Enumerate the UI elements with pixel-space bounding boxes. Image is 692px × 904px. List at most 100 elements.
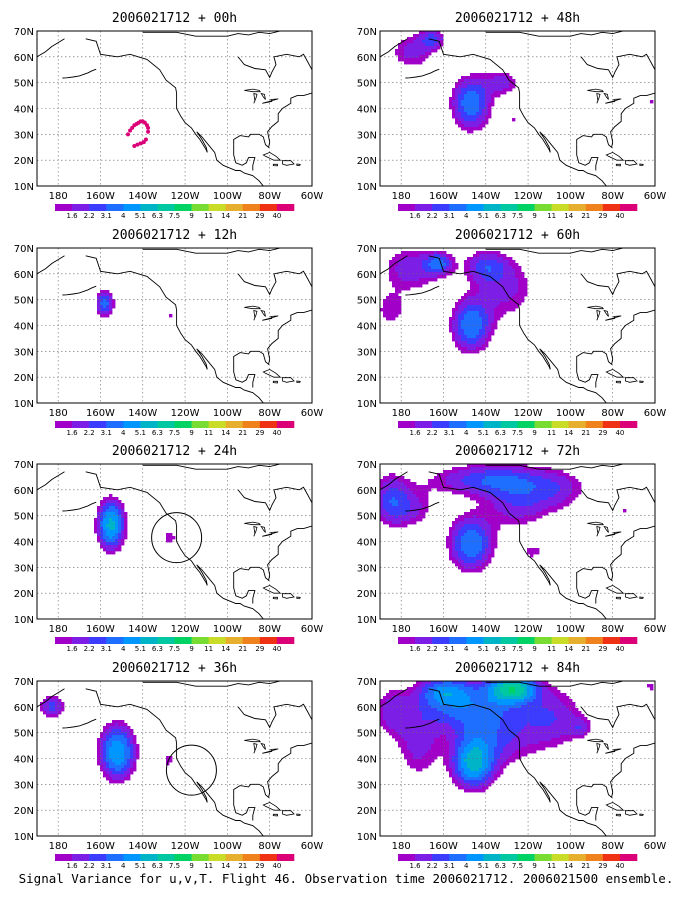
field-cell [112, 747, 115, 750]
field-cell [482, 106, 485, 109]
field-cell [575, 485, 578, 488]
field-cell [121, 777, 124, 780]
field-cell [461, 687, 464, 690]
field-cell [473, 347, 476, 350]
field-cell [395, 729, 398, 732]
field-cell [121, 503, 124, 506]
field-cell [449, 482, 452, 485]
field-cell [491, 308, 494, 311]
field-cell [548, 717, 551, 720]
field-cell [488, 251, 491, 254]
field-cell [494, 476, 497, 479]
colorbar-swatch [449, 204, 466, 211]
field-cell [509, 723, 512, 726]
y-tick-label: 60N [357, 486, 377, 497]
field-cell [452, 711, 455, 714]
field-cell [109, 545, 112, 548]
field-cell [476, 500, 479, 503]
field-cell [440, 251, 443, 254]
field-cell [103, 293, 106, 296]
field-cell [112, 729, 115, 732]
field-cell [437, 266, 440, 269]
field-cell [422, 753, 425, 756]
field-cell [461, 515, 464, 518]
field-cell [452, 112, 455, 115]
field-cell [127, 759, 130, 762]
field-cell [380, 500, 383, 503]
field-cell [527, 693, 530, 696]
field-cell [497, 278, 500, 281]
field-cell [527, 482, 530, 485]
field-cell [479, 696, 482, 699]
field-cell [500, 305, 503, 308]
field-cell [530, 551, 533, 554]
field-cell [389, 524, 392, 527]
field-cell [497, 524, 500, 527]
field-cell [407, 747, 410, 750]
field-cell [491, 302, 494, 305]
field-cell [464, 560, 467, 563]
field-cell [461, 103, 464, 106]
field-cell [467, 100, 470, 103]
field-cell [488, 278, 491, 281]
field-cell [124, 744, 127, 747]
field-cell [515, 284, 518, 287]
field-cell [509, 467, 512, 470]
field-cell [485, 545, 488, 548]
field-cell [560, 696, 563, 699]
field-cell [422, 696, 425, 699]
field-cell [551, 699, 554, 702]
field-cell [557, 726, 560, 729]
field-cell [539, 494, 542, 497]
field-cell [488, 326, 491, 329]
field-cell [395, 314, 398, 317]
field-cell [500, 699, 503, 702]
field-cell [521, 714, 524, 717]
field-cell [479, 536, 482, 539]
field-cell [554, 470, 557, 473]
field-cell [536, 482, 539, 485]
field-cell [482, 735, 485, 738]
field-cell [530, 473, 533, 476]
field-cell [515, 729, 518, 732]
field-cell [401, 744, 404, 747]
field-cell [476, 73, 479, 76]
field-cell [512, 512, 515, 515]
field-cell [497, 73, 500, 76]
field-cell [97, 512, 100, 515]
field-cell [479, 121, 482, 124]
field-cell [419, 263, 422, 266]
field-cell [106, 293, 109, 296]
field-cell [473, 311, 476, 314]
field-cell [569, 708, 572, 711]
field-cell [380, 308, 383, 311]
field-cell [118, 509, 121, 512]
field-cell [494, 687, 497, 690]
field-cell [536, 506, 539, 509]
field-cell [106, 732, 109, 735]
field-cell [112, 735, 115, 738]
field-cell [458, 687, 461, 690]
field-cell [500, 509, 503, 512]
field-cell [464, 338, 467, 341]
field-cell [470, 533, 473, 536]
field-cell [389, 726, 392, 729]
field-cell [446, 696, 449, 699]
field-cell [127, 735, 130, 738]
field-cell [398, 305, 401, 308]
field-cell [515, 702, 518, 705]
field-cell [479, 684, 482, 687]
field-cell [479, 548, 482, 551]
field-cell [100, 293, 103, 296]
field-cell [386, 696, 389, 699]
field-cell [115, 771, 118, 774]
field-cell [118, 774, 121, 777]
field-cell [473, 470, 476, 473]
coastline [261, 744, 265, 750]
field-cell [461, 536, 464, 539]
field-cell [467, 115, 470, 118]
field-cell [545, 488, 548, 491]
field-cell [494, 470, 497, 473]
field-cell [500, 512, 503, 515]
field-cell [530, 693, 533, 696]
